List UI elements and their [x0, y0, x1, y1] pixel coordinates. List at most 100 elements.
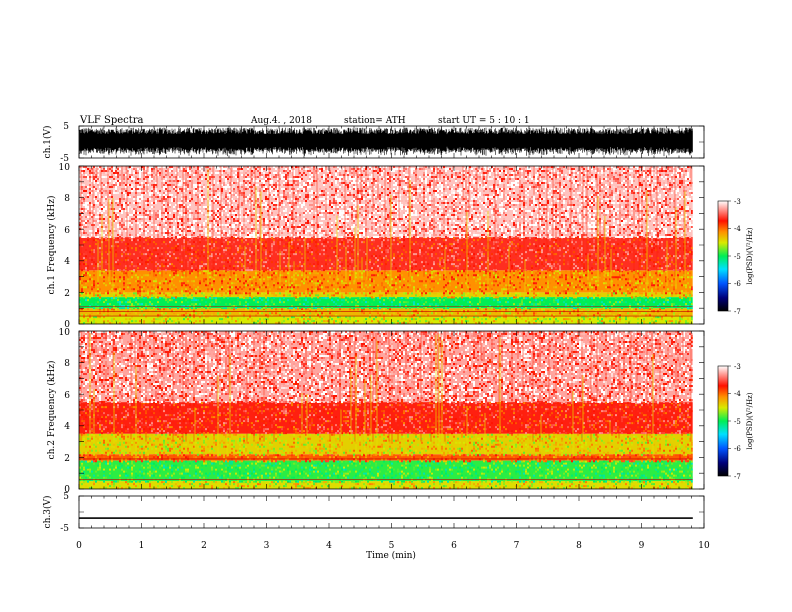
spectrogram-speckle — [247, 472, 249, 475]
spectrogram-speckle — [149, 303, 151, 306]
spectrogram-speckle — [607, 301, 609, 304]
spectrogram-band — [79, 481, 693, 489]
spectrogram-speckle — [561, 299, 563, 302]
date-label: Aug.4. , 2018 — [250, 116, 312, 126]
ch2-ytick-0: 0 — [64, 485, 70, 495]
xtick-1: 1 — [139, 541, 145, 551]
spectrogram-speckle — [587, 303, 589, 306]
spectrogram-speckle — [335, 198, 337, 200]
spectrogram-speckle — [385, 377, 387, 379]
spectrogram-band — [79, 297, 693, 309]
spectrogram-speckle — [445, 316, 447, 319]
spectrogram-speckle — [173, 402, 175, 405]
spectrogram-speckle — [231, 404, 545, 435]
spectrogram-sferic-streaks — [80, 331, 692, 442]
ch1-spectrogram-image — [79, 166, 705, 325]
spectrogram-speckle — [201, 430, 203, 433]
colorbar-tick-marks — [728, 200, 731, 312]
spectrogram-speckle — [315, 307, 317, 310]
spectrogram-speckle — [113, 333, 683, 433]
spectrogram-speckle — [403, 196, 405, 198]
spectrogram-speckle — [109, 276, 651, 323]
spectrogram-speckle — [367, 363, 369, 365]
spectrogram-speckle — [419, 480, 421, 483]
spectrogram-speckle — [99, 464, 101, 467]
spectrogram-speckle — [103, 168, 683, 272]
spectrogram-speckle — [79, 297, 81, 300]
ch1-waveform-line — [79, 127, 693, 157]
ch2-spectrogram-ticks — [78, 330, 705, 490]
xtick-5: 5 — [389, 541, 395, 551]
ch1-colorbar-label: log(PSD)(V²/Hz) — [746, 227, 754, 284]
spectrogram-speckle — [547, 460, 565, 463]
spectrogram-speckle — [523, 297, 525, 300]
ch1-waveform-ylabel: ch.1(V) — [42, 126, 53, 159]
ch2-ytick-2: 2 — [64, 454, 70, 464]
spectrogram-speckle — [139, 303, 141, 306]
x-tick-labels: 0 1 2 3 4 5 6 7 8 9 10 — [76, 541, 710, 551]
spectrogram-speckle — [95, 316, 97, 319]
spectrogram-speckle — [79, 166, 693, 238]
start-time-label: start UT = 5 : 10 : 1 — [438, 116, 530, 126]
spectrogram-speckle — [259, 301, 501, 310]
spectrogram-speckle — [91, 263, 93, 266]
ch2-spectrogram-ytick-labels: 10 8 6 4 2 0 — [59, 328, 71, 495]
spectrogram-speckle — [455, 297, 457, 300]
spectrogram-speckle — [425, 214, 427, 216]
ch1-ytick-4: 4 — [64, 257, 70, 267]
xtick-4: 4 — [326, 541, 332, 551]
spectrogram-speckle — [107, 166, 637, 230]
spectrogram-speckle — [279, 299, 281, 302]
spectrogram-speckle — [343, 353, 345, 355]
spectrogram-speckle — [153, 460, 645, 475]
ch2-spectrogram-panel: 10 8 6 4 2 0 ch.2 Frequency (kHz) — [46, 328, 705, 495]
spectrogram-speckle — [463, 307, 465, 310]
spectrogram-speckle — [127, 307, 129, 310]
spectrogram-speckle — [385, 349, 387, 351]
spectrogram-speckle — [423, 299, 447, 310]
spectrogram-speckle — [383, 196, 385, 198]
spectrogram-speckle — [299, 307, 301, 310]
spectrogram-speckle — [79, 481, 81, 484]
cb1-tick-m6: -6 — [734, 280, 741, 288]
spectrogram-speckle — [419, 451, 421, 454]
spectrogram-speckle — [111, 472, 113, 475]
spectrogram-speckle — [247, 303, 249, 306]
ch2-ytick-6: 6 — [64, 391, 70, 401]
spectrogram-speckle — [363, 299, 365, 302]
spectrogram-speckle — [97, 402, 683, 484]
spectrogram-speckle — [117, 241, 119, 244]
ch1-ytick-10: 10 — [59, 163, 71, 173]
spectrogram-speckle — [327, 451, 329, 454]
xtick-9: 9 — [639, 541, 645, 551]
spectrogram-speckle — [283, 462, 469, 479]
spectrogram-speckle — [363, 292, 365, 295]
spectrogram-speckle — [529, 237, 531, 240]
spectrogram-speckle — [645, 307, 647, 310]
spectrogram-speckle — [677, 468, 679, 471]
spectrogram-speckle — [265, 307, 267, 310]
spectrogram-speckle — [167, 301, 169, 304]
spectrogram-speckle — [209, 307, 211, 310]
spectrogram-speckle — [167, 299, 169, 302]
spectrogram-speckle — [503, 297, 505, 300]
spectrogram-speckle — [681, 464, 683, 467]
spectrogram-speckle — [193, 472, 195, 475]
spectrogram-no-data — [692, 331, 705, 489]
spectrogram-speckle — [165, 299, 167, 302]
spectrogram-speckle — [659, 303, 661, 306]
spectrogram-speckle — [557, 301, 559, 304]
spectrogram-sferic-bright — [89, 333, 654, 458]
ch2-colorbar-label: log(PSD)(V²/Hz) — [746, 392, 754, 449]
spectrogram-speckle — [635, 297, 637, 302]
ch2-ytick-4: 4 — [64, 422, 70, 432]
spectrogram-speckle — [221, 307, 223, 310]
spectrogram-speckle — [257, 299, 259, 302]
spectrogram-speckle — [447, 451, 449, 454]
spectrogram-speckle — [569, 301, 571, 304]
spectrogram-speckle — [81, 339, 581, 397]
spectrogram-speckle — [201, 483, 203, 486]
spectrogram-speckle — [425, 236, 427, 238]
spectrogram-speckle — [261, 468, 263, 471]
